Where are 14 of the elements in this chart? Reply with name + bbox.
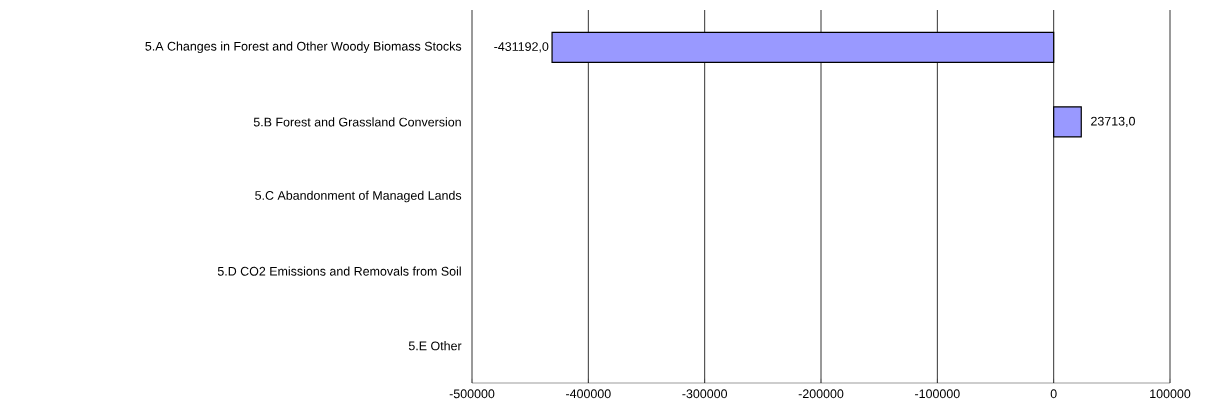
x-tick-label: 100000 [1150, 389, 1191, 399]
x-tick-label: -100000 [915, 389, 960, 399]
x-tick-label: -300000 [682, 389, 728, 399]
y-tick-label: 5.A Changes in Forest and Other Woody Biomass Stocks [145, 41, 462, 54]
x-tick-label: -500000 [449, 389, 495, 399]
y-tick-label: 5.D CO2 Emissions and Removals from Soil [217, 266, 461, 276]
data-label: -431192,0 [494, 42, 549, 53]
y-tick-label: 5.E Other [408, 341, 462, 351]
x-tick-label: 0 [1050, 389, 1057, 399]
y-tick-label: 5.B Forest and Grassland Conversion [253, 117, 461, 127]
x-tick-label: -200000 [798, 389, 844, 399]
data-label: 23713,0 [1091, 116, 1135, 128]
y-tick-label: 5.C Abandonment of Managed Lands [255, 190, 462, 203]
x-tick-label: -400000 [566, 389, 611, 399]
